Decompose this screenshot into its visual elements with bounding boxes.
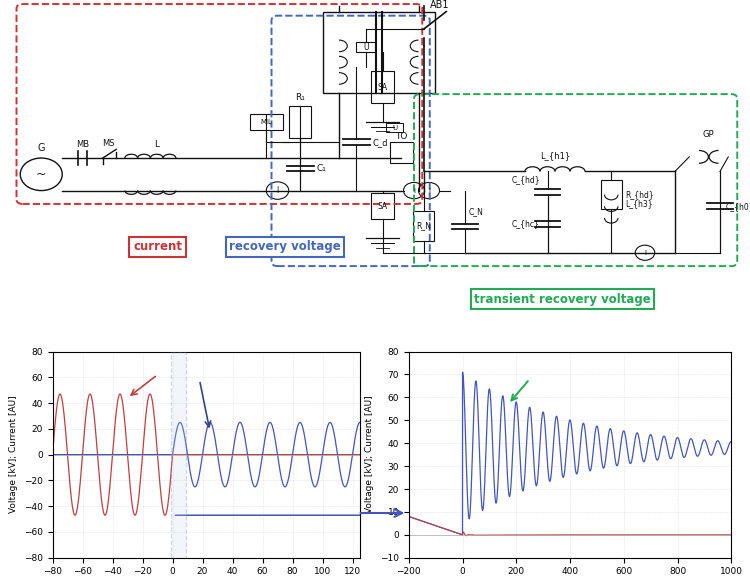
Text: C_N: C_N bbox=[469, 207, 484, 217]
Text: R_N: R_N bbox=[416, 221, 431, 231]
Text: MB: MB bbox=[76, 141, 89, 149]
Text: AB1: AB1 bbox=[430, 0, 449, 10]
Bar bbox=[289, 106, 311, 138]
Text: C_{h0}: C_{h0} bbox=[726, 202, 750, 211]
Bar bbox=[171, 352, 186, 558]
Bar bbox=[356, 42, 375, 52]
Bar bbox=[250, 114, 283, 130]
Text: MIL: MIL bbox=[260, 119, 272, 125]
Bar bbox=[386, 123, 403, 132]
Text: L_{h1}: L_{h1} bbox=[540, 151, 570, 160]
Text: GP: GP bbox=[703, 131, 715, 139]
Bar bbox=[371, 193, 394, 219]
Text: current: current bbox=[133, 241, 182, 253]
Text: G: G bbox=[38, 144, 45, 153]
Text: I: I bbox=[276, 186, 279, 195]
Text: SA: SA bbox=[377, 202, 388, 211]
Text: U: U bbox=[363, 42, 368, 52]
Text: MS: MS bbox=[103, 139, 115, 148]
Text: C₁: C₁ bbox=[316, 164, 326, 173]
Text: C_{hd}: C_{hd} bbox=[512, 175, 540, 185]
Text: I: I bbox=[428, 188, 430, 193]
Text: SA: SA bbox=[377, 83, 388, 92]
Text: C_{hc}: C_{hc} bbox=[512, 219, 540, 228]
Text: I: I bbox=[413, 188, 415, 193]
Text: L_{h3}: L_{h3} bbox=[625, 199, 652, 208]
Y-axis label: Voltage [kV]; Current [AU]: Voltage [kV]; Current [AU] bbox=[9, 396, 18, 514]
Text: I: I bbox=[644, 250, 646, 256]
Text: ~: ~ bbox=[36, 168, 46, 181]
Bar bbox=[371, 71, 394, 103]
Text: C_d: C_d bbox=[373, 138, 388, 147]
Bar bbox=[390, 142, 412, 163]
Text: transient recovery voltage: transient recovery voltage bbox=[474, 293, 651, 306]
Text: R_{hd}: R_{hd} bbox=[625, 190, 653, 199]
Bar bbox=[601, 180, 622, 209]
Bar bbox=[413, 211, 434, 241]
Text: recovery voltage: recovery voltage bbox=[230, 241, 340, 253]
Bar bbox=[322, 12, 435, 93]
Text: U: U bbox=[392, 125, 397, 131]
Y-axis label: Voltage [kV]; Current [AU]: Voltage [kV]; Current [AU] bbox=[365, 396, 374, 514]
Text: TO: TO bbox=[395, 132, 407, 141]
Text: R₁: R₁ bbox=[295, 93, 305, 102]
Text: L: L bbox=[154, 140, 159, 149]
